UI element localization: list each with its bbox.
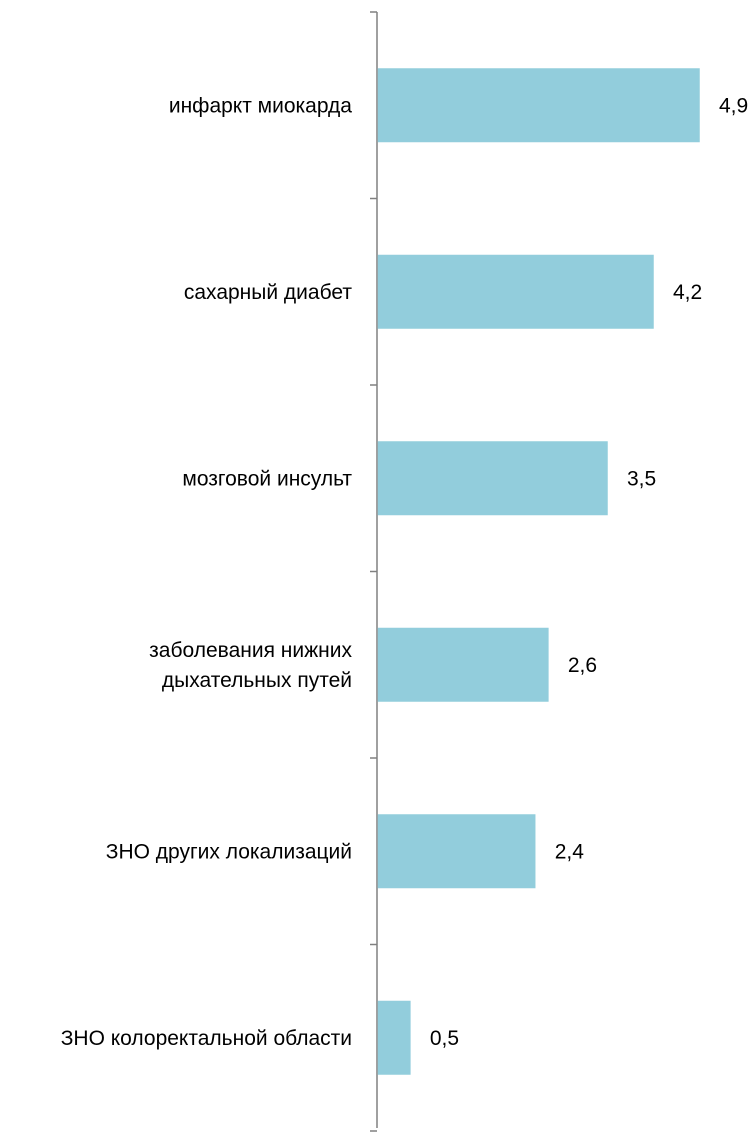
category-label: ЗНО колоректальной области (61, 1027, 352, 1050)
bar (377, 441, 608, 516)
category-label: мозговой инсульт (182, 467, 352, 490)
data-label: 2,6 (568, 654, 597, 677)
bar (377, 1000, 411, 1075)
category-label: ЗНО других локализаций (106, 840, 352, 863)
category-label-line: мозговой инсульт (182, 467, 352, 490)
data-label: 0,5 (430, 1027, 459, 1050)
bar (377, 68, 700, 143)
category-label: сахарный диабет (184, 281, 352, 304)
category-label-line: ЗНО колоректальной области (61, 1027, 352, 1050)
category-label-line: ЗНО других локализаций (106, 840, 352, 863)
category-label-line: инфаркт миокарда (169, 94, 352, 117)
category-label-line: сахарный диабет (184, 281, 352, 304)
category-label-line: заболевания нижних (149, 639, 352, 662)
data-label: 3,5 (627, 467, 656, 490)
category-label: инфаркт миокарда (169, 94, 352, 117)
bar (377, 814, 536, 889)
data-label: 4,9 (719, 94, 748, 117)
category-label: заболевания нижних дыхательных путей (149, 639, 352, 692)
category-label-line: дыхательных путей (162, 669, 352, 692)
bar (377, 254, 654, 329)
data-label: 2,4 (555, 840, 585, 863)
bar (377, 627, 549, 702)
data-label: 4,2 (673, 281, 702, 304)
